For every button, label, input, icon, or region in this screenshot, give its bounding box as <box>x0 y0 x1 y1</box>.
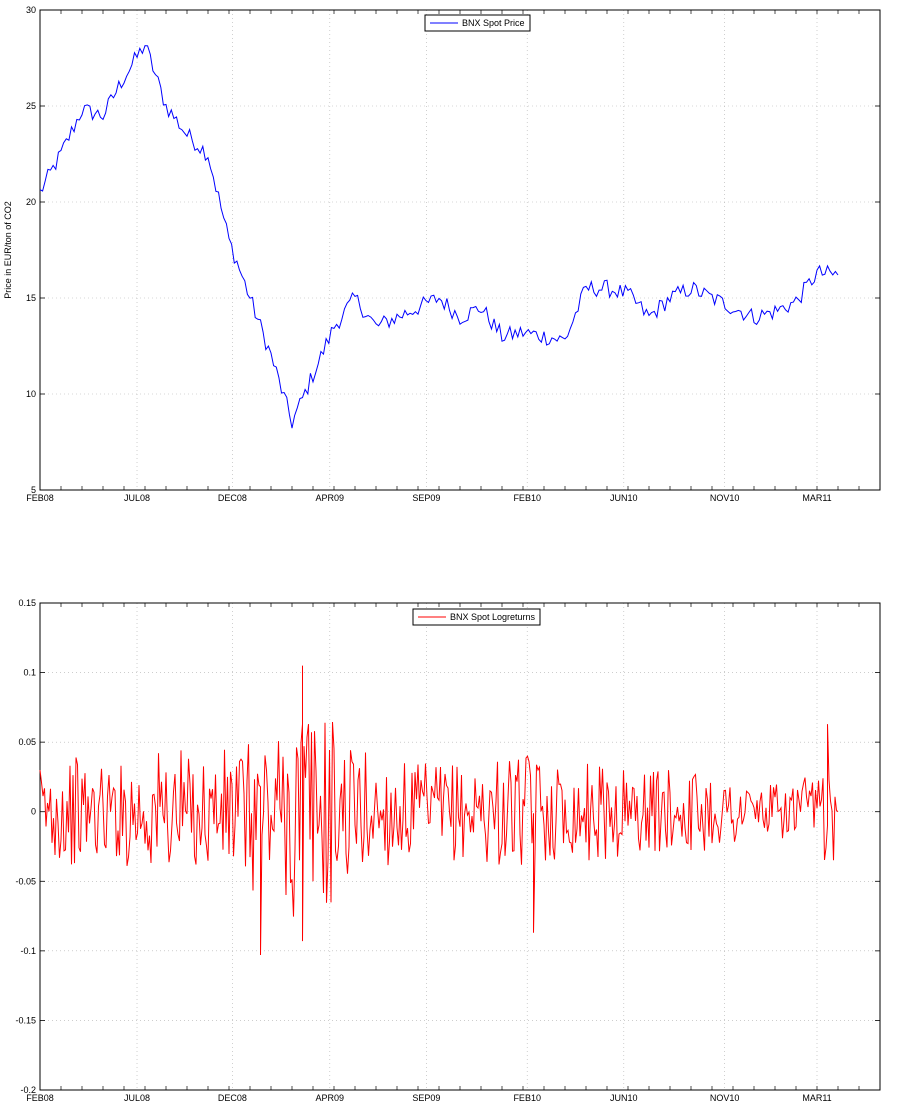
x-tick-label: JUN10 <box>610 493 638 503</box>
x-tick-label: JUL08 <box>124 493 150 503</box>
price-y-axis-label: Price in EUR/ton of CO2 <box>3 201 13 299</box>
x-tick-label: MAR11 <box>802 493 831 503</box>
y-tick-label: 20 <box>26 197 36 207</box>
returns-series-line <box>39 665 839 956</box>
returns-yticks: -0.2 -0.15 -0.1 -0.05 0 0.05 0.1 0.15 <box>15 598 880 1095</box>
x-tick-label: JUL08 <box>124 1093 150 1102</box>
price-plot-area <box>40 10 880 490</box>
returns-xticks: FEB08 JUL08 DEC08 APR09 SEP09 FEB10 JUN10 NOV10… <box>26 603 881 1102</box>
returns-grid <box>40 603 880 1090</box>
x-tick-label: SEP09 <box>412 1093 440 1102</box>
x-tick-label: APR09 <box>316 1093 345 1102</box>
y-tick-label: 25 <box>26 101 36 111</box>
y-tick-label: 0 <box>31 807 36 817</box>
price-series-line <box>39 45 839 429</box>
x-tick-label: JUN10 <box>610 1093 638 1102</box>
price-legend-label: BNX Spot Price <box>462 18 525 28</box>
y-tick-label: 30 <box>26 5 36 15</box>
y-tick-label: 0.05 <box>18 737 36 747</box>
y-tick-label: 10 <box>26 389 36 399</box>
y-tick-label: -0.2 <box>20 1085 36 1095</box>
x-tick-label: SEP09 <box>412 493 440 503</box>
y-tick-label: 0.15 <box>18 598 36 608</box>
x-tick-label: FEB10 <box>513 493 541 503</box>
x-tick-label: FEB08 <box>26 1093 54 1102</box>
price-legend: BNX Spot Price <box>424 14 531 32</box>
x-tick-label: NOV10 <box>710 1093 740 1102</box>
y-tick-label: 0.1 <box>23 668 36 678</box>
price-legend-box <box>424 14 531 32</box>
returns-legend-label: BNX Spot Logreturns <box>450 612 536 622</box>
x-tick-label: DEC08 <box>218 493 247 503</box>
y-tick-label: -0.15 <box>15 1015 36 1025</box>
x-tick-label: FEB08 <box>26 493 54 503</box>
x-tick-label: DEC08 <box>218 1093 247 1102</box>
price-xticks: FEB08 JUL08 DEC08 APR09 SEP09 FEB10 JUN10 NOV10… <box>26 10 881 503</box>
x-tick-label: MAR11 <box>802 1093 831 1102</box>
x-tick-label: APR09 <box>316 493 345 503</box>
y-tick-label: 5 <box>31 485 36 495</box>
y-tick-label: -0.05 <box>15 876 36 886</box>
x-tick-label: NOV10 <box>710 493 740 503</box>
returns-plot-area <box>40 603 880 1090</box>
price-yticks: 5 10 15 20 25 30 <box>26 5 880 495</box>
returns-chart: -0.2 -0.15 -0.1 -0.05 0 0.05 0.1 0.15 FEB08 JUL0… <box>15 598 881 1102</box>
returns-legend-box <box>412 608 541 626</box>
returns-legend: BNX Spot Logreturns <box>412 608 541 626</box>
y-tick-label: -0.1 <box>20 946 36 956</box>
x-tick-label: FEB10 <box>513 1093 541 1102</box>
y-tick-label: 15 <box>26 293 36 303</box>
